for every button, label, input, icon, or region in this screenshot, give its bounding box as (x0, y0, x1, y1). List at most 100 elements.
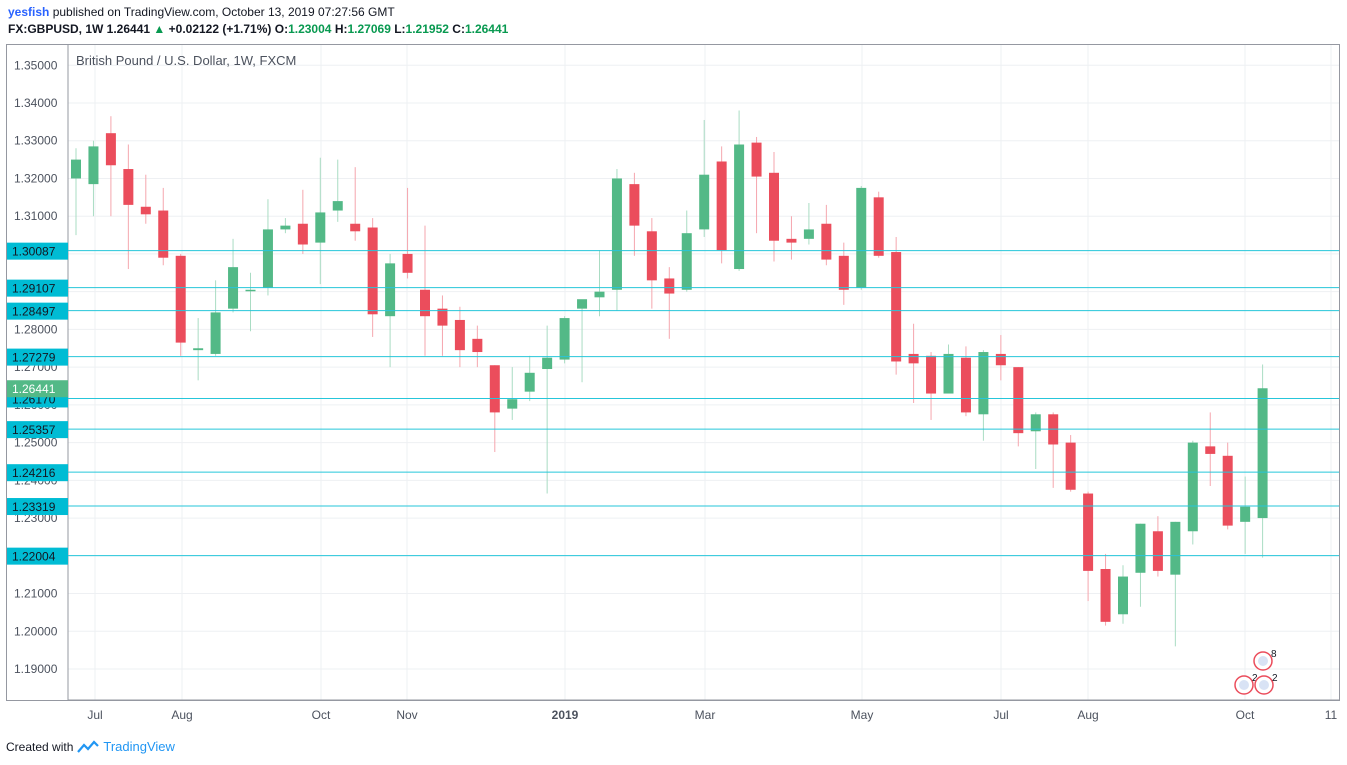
candle-body[interactable] (716, 161, 727, 251)
tradingview-brand[interactable]: TradingView (103, 739, 175, 754)
candle-body[interactable] (524, 372, 535, 392)
low-label: L: (394, 22, 406, 36)
candle-body[interactable] (105, 133, 116, 166)
us-event-flag-icon-2-inner (1259, 680, 1269, 690)
candle-body[interactable] (315, 212, 326, 243)
y-tick-label: 1.19000 (14, 662, 58, 676)
y-tick-label: 1.33000 (14, 134, 58, 148)
x-tick-label: May (851, 708, 874, 722)
candle-body[interactable] (664, 278, 675, 294)
open-label: O: (274, 22, 289, 36)
candle-body[interactable] (193, 348, 204, 351)
y-tick-label: 1.25000 (14, 436, 58, 450)
candle-body[interactable] (472, 338, 483, 353)
candle-body[interactable] (943, 353, 954, 394)
candle-body[interactable] (908, 353, 919, 364)
candle-body[interactable] (577, 299, 588, 309)
candle-body[interactable] (88, 146, 99, 185)
candle-body[interactable] (926, 355, 937, 394)
candle-body[interactable] (175, 255, 186, 343)
y-tick-label: 1.20000 (14, 624, 58, 638)
candle-body[interactable] (1100, 569, 1111, 622)
candle-body[interactable] (245, 289, 256, 292)
candle-body[interactable] (646, 231, 657, 281)
candle-body[interactable] (350, 223, 361, 232)
candle-body[interactable] (978, 352, 989, 415)
candle-body[interactable] (891, 252, 902, 362)
uk-event-flag-icon-count: 8 (1271, 649, 1277, 660)
candle-body[interactable] (751, 142, 762, 177)
candle-body[interactable] (1187, 442, 1198, 532)
x-tick-label: Jul (993, 708, 1008, 722)
created-with-text: Created with (6, 739, 74, 754)
close-label: C: (452, 22, 465, 36)
level-label-box (7, 547, 68, 565)
candle-body[interactable] (402, 253, 413, 273)
candle-body[interactable] (838, 255, 849, 290)
candle-body[interactable] (821, 223, 832, 260)
candle-body[interactable] (1135, 523, 1146, 573)
candle-body[interactable] (960, 357, 971, 413)
candle-body[interactable] (1152, 531, 1163, 571)
open-value: 1.23004 (288, 22, 332, 36)
candle-body[interactable] (262, 229, 273, 288)
candle-body[interactable] (1030, 414, 1041, 432)
candle-body[interactable] (437, 308, 448, 326)
candle-body[interactable] (1222, 455, 1233, 526)
candle-body[interactable] (71, 159, 81, 179)
candle-body[interactable] (489, 365, 500, 413)
high-label: H: (334, 22, 348, 36)
footer: Created with TradingView (6, 739, 175, 754)
price-chart[interactable]: 1.190001.200001.210001.220001.230001.240… (0, 0, 1347, 735)
candle-body[interactable] (681, 233, 692, 290)
candle-body[interactable] (1118, 576, 1128, 615)
candle-body[interactable] (629, 184, 640, 226)
candle-body[interactable] (856, 187, 867, 288)
x-tick-label: Nov (396, 708, 417, 722)
x-tick-label: Aug (1077, 708, 1098, 722)
x-tick-label: 2019 (552, 708, 579, 722)
level-label: 1.23319 (12, 500, 56, 514)
candle-body[interactable] (158, 210, 169, 258)
author-link[interactable]: yesfish (8, 5, 50, 19)
candle-body[interactable] (559, 318, 570, 360)
candle-body[interactable] (385, 263, 396, 317)
candle-body[interactable] (1170, 521, 1181, 575)
candle-body[interactable] (367, 227, 378, 315)
x-tick-label: 11 (1325, 708, 1338, 722)
candle-body[interactable] (507, 399, 518, 409)
candle-body[interactable] (1083, 493, 1094, 571)
candle-body[interactable] (332, 201, 343, 211)
candle-body[interactable] (873, 197, 884, 256)
candle-body[interactable] (786, 238, 797, 243)
level-label-box (7, 464, 68, 482)
candle-body[interactable] (803, 229, 814, 239)
last-price-box (7, 380, 68, 398)
candle-body[interactable] (699, 174, 710, 230)
candle-body[interactable] (594, 291, 605, 298)
candle-body[interactable] (297, 223, 308, 245)
candle-body[interactable] (210, 312, 221, 354)
level-label-box (7, 348, 68, 366)
us-event-flag-icon-count: 2 (1252, 673, 1258, 684)
x-tick-label: Aug (171, 708, 192, 722)
candle-body[interactable] (420, 289, 430, 317)
level-label-box (7, 242, 68, 260)
candle-body[interactable] (1205, 446, 1216, 454)
level-label: 1.22004 (12, 550, 56, 564)
candle-body[interactable] (734, 144, 745, 270)
candle-body[interactable] (1257, 388, 1268, 519)
candle-body[interactable] (1065, 442, 1076, 490)
candle-body[interactable] (140, 206, 151, 215)
candle-body[interactable] (995, 353, 1006, 366)
candle-body[interactable] (611, 178, 622, 290)
candle-body[interactable] (123, 169, 134, 205)
candle-body[interactable] (280, 225, 291, 230)
chart-title: British Pound / U.S. Dollar, 1W, FXCM (76, 53, 296, 68)
candle-body[interactable] (542, 357, 553, 370)
candle-body[interactable] (1240, 506, 1251, 522)
candle-body[interactable] (1013, 367, 1024, 434)
candle-body[interactable] (454, 319, 465, 351)
change-value: +0.02122 (+1.71%) (168, 22, 272, 36)
candle-body[interactable] (769, 172, 779, 241)
